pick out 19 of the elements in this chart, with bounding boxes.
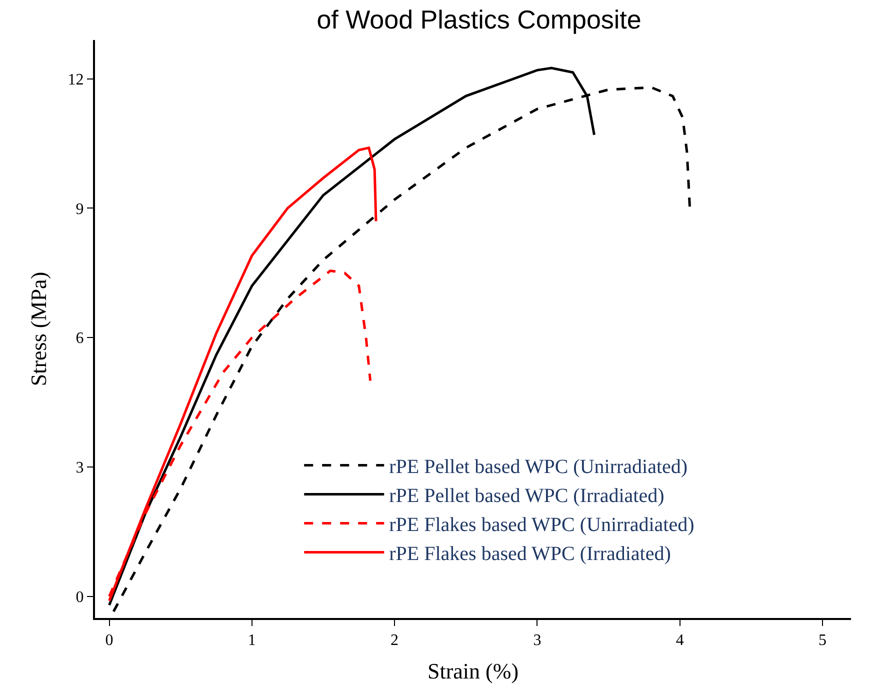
y-tick-label: 0 <box>76 589 84 606</box>
y-tick-label: 3 <box>76 460 84 477</box>
legend-label: rPE Flakes based WPC (Irradiated) <box>389 543 671 566</box>
x-axis-title: Strain (%) <box>427 658 519 684</box>
x-tick-label: 0 <box>105 632 114 650</box>
y-tick-label: 12 <box>68 71 84 88</box>
line-series <box>108 146 378 602</box>
legend-label: rPE Flakes based WPC (Unirradiated) <box>389 514 694 536</box>
x-tick-label: 4 <box>676 632 684 650</box>
x-tick-label: 1 <box>248 632 256 650</box>
y-tick-label: 9 <box>76 200 84 218</box>
x-tick-label: 5 <box>818 632 826 650</box>
y-tick-label: 6 <box>76 330 84 348</box>
legend-label: rPE Pellet based WPC (Unirradiated) <box>389 456 688 478</box>
x-tick-label: 2 <box>390 632 399 650</box>
chart-title: of Wood Plastics Composite <box>316 4 642 35</box>
legend-label: rPE Pellet based WPC (Irradiated) <box>389 485 664 508</box>
x-tick-label: 3 <box>533 632 542 650</box>
y-axis-title: Stress (MPa) <box>26 272 52 386</box>
